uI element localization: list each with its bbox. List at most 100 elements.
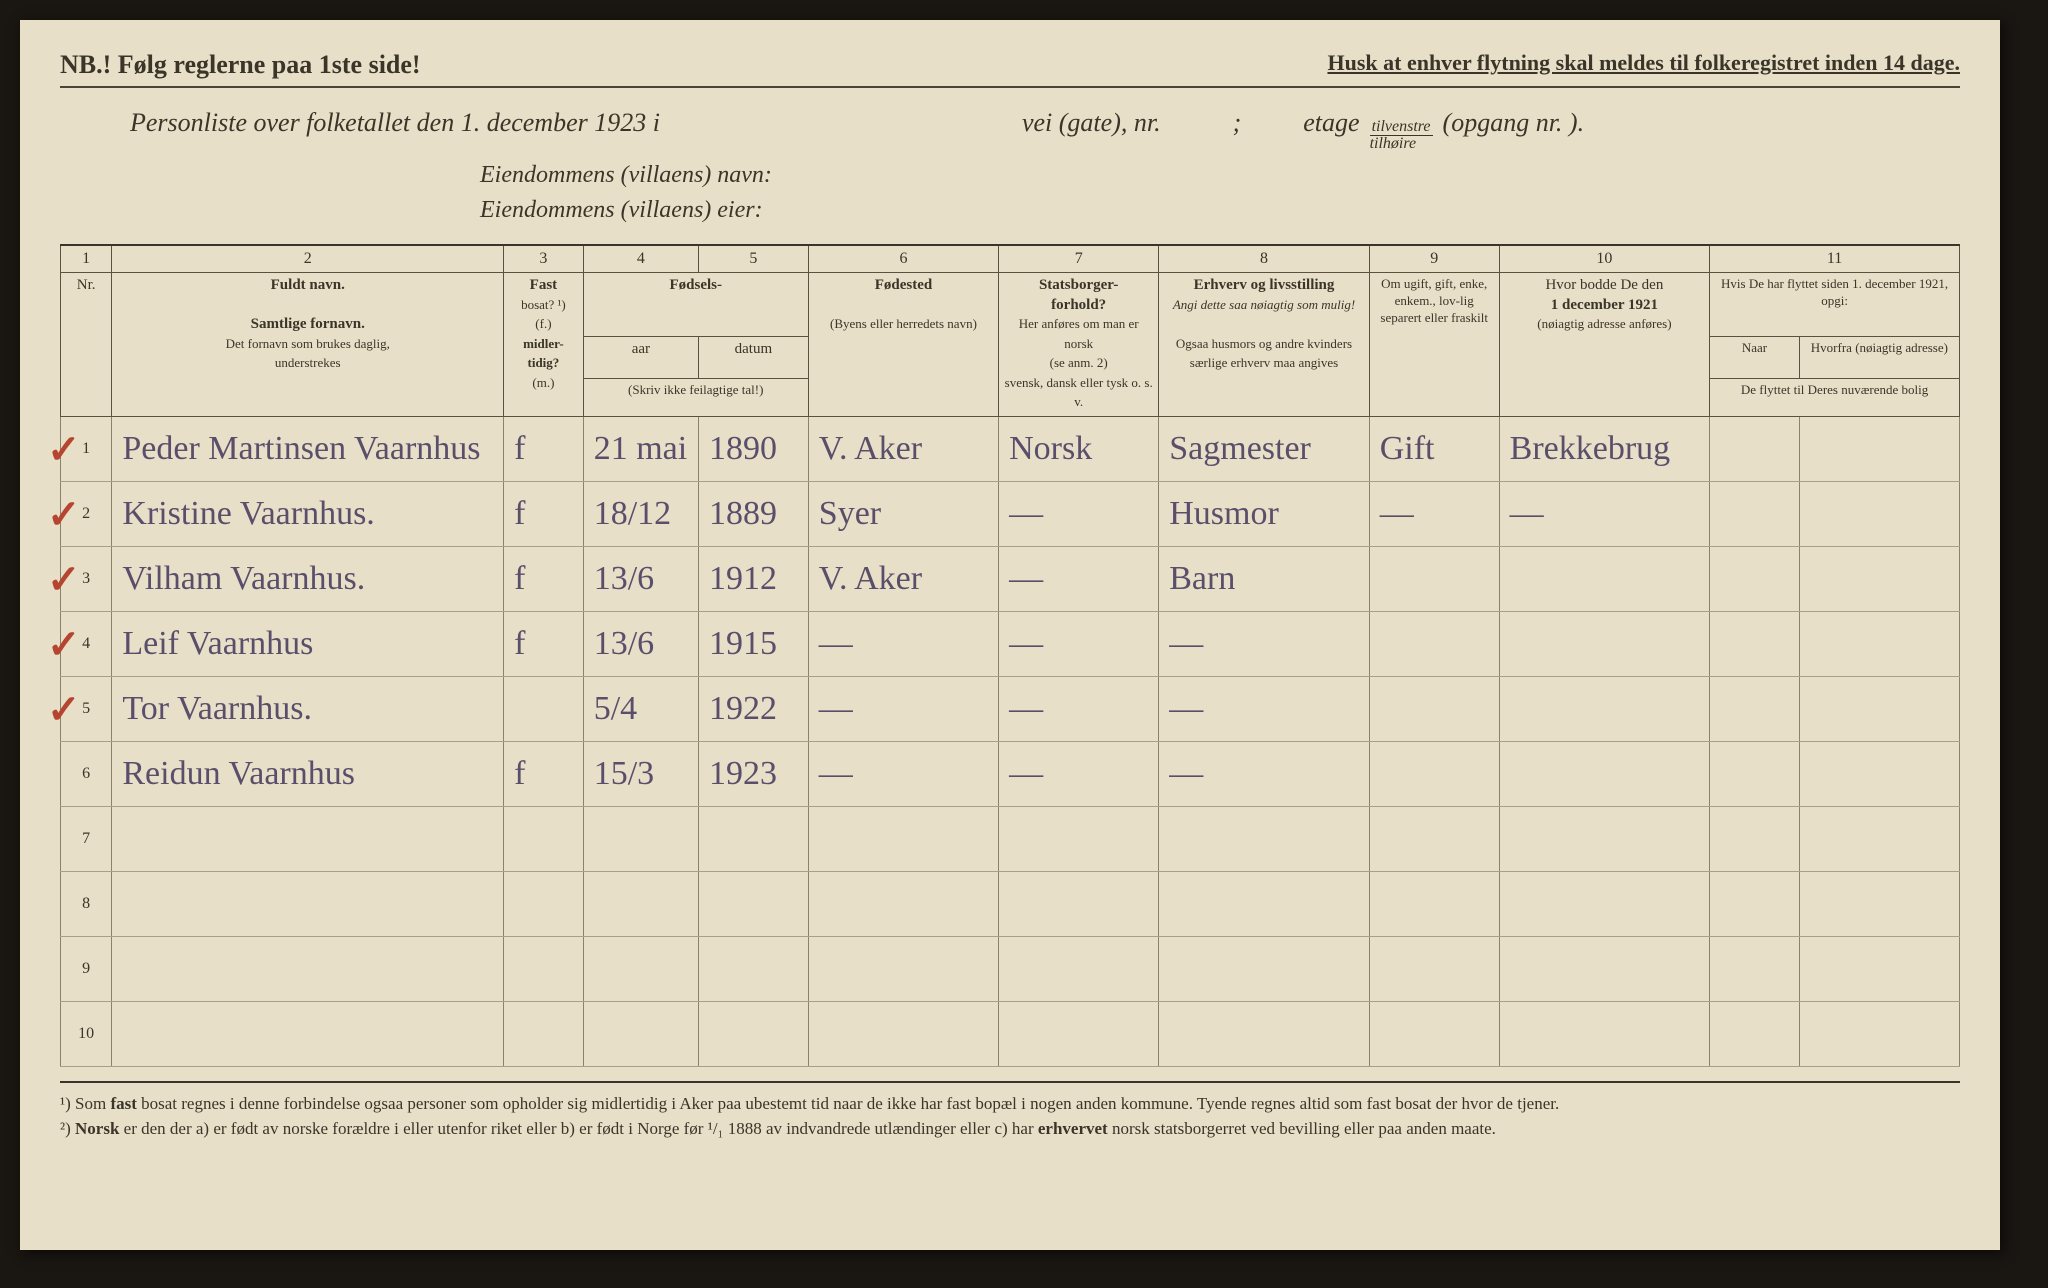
cell-stats: — xyxy=(999,676,1159,741)
cell-gift xyxy=(1369,1001,1499,1066)
footnotes: ¹) Som fast bosat regnes i denne forbind… xyxy=(60,1081,1960,1142)
property-owner-line: Eiendommens (villaens) eier: xyxy=(480,197,1960,224)
cell-nr: ✓3 xyxy=(61,546,112,611)
cell-hvorfra xyxy=(1799,481,1959,546)
checkmark-icon: ✓ xyxy=(47,557,81,603)
cell-name xyxy=(112,871,504,936)
checkmark-icon: ✓ xyxy=(47,687,81,733)
cell-hvorfra xyxy=(1799,871,1959,936)
cell-datum xyxy=(583,871,698,936)
cell-bodde: Brekkebrug xyxy=(1499,416,1709,481)
colnum-6: 6 xyxy=(808,245,998,273)
hdr-naar: Naar xyxy=(1710,337,1800,379)
top-header-line: NB.! Følg reglerne paa 1ste side! Husk a… xyxy=(60,50,1960,88)
cell-nr: ✓5 xyxy=(61,676,112,741)
hdr-erhverv1: Erhverv og livsstilling xyxy=(1194,277,1335,293)
title-line: Personliste over folketallet den 1. dece… xyxy=(130,108,1960,152)
property-name-line: Eiendommens (villaens) navn: xyxy=(480,162,1960,189)
title-text-c: ; xyxy=(1233,108,1242,138)
cell-fodested xyxy=(808,936,998,1001)
cell-stats xyxy=(999,1001,1159,1066)
footnote-2: ²) Norsk er den der a) er født av norske… xyxy=(60,1116,1960,1142)
hdr-stats-sub2: (se anm. 2) xyxy=(1050,355,1108,370)
hdr-aar-sub: (Skriv ikke feilagtige tal!) xyxy=(583,378,808,416)
hdr-name: Fuldt navn. Samtlige fornavn. Det fornav… xyxy=(112,273,504,417)
cell-stats: — xyxy=(999,741,1159,806)
hdr-name-title: Fuldt navn. xyxy=(271,277,345,293)
checkmark-icon: ✓ xyxy=(47,492,81,538)
hdr-fast6: (m.) xyxy=(532,375,554,390)
cell-hvorfra xyxy=(1799,546,1959,611)
cell-gift: — xyxy=(1369,481,1499,546)
hdr-aar: aar xyxy=(583,337,698,379)
cell-gift xyxy=(1369,546,1499,611)
husk-notice: Husk at enhver flytning skal meldes til … xyxy=(1327,50,1960,80)
cell-bodde xyxy=(1499,741,1709,806)
cell-datum: 13/6 xyxy=(583,611,698,676)
cell-nr: 6 xyxy=(61,741,112,806)
cell-fodested: Syer xyxy=(808,481,998,546)
cell-fast: f xyxy=(504,741,584,806)
cell-fast xyxy=(504,936,584,1001)
table-row: 7 xyxy=(61,806,1960,871)
cell-datum: 21 mai xyxy=(583,416,698,481)
cell-erhverv: Husmor xyxy=(1159,481,1369,546)
cell-gift xyxy=(1369,676,1499,741)
cell-naar xyxy=(1710,741,1800,806)
hdr-stats1: Statsborger- xyxy=(1039,277,1118,293)
colnum-10: 10 xyxy=(1499,245,1709,273)
table-row: ✓5Tor Vaarnhus.5/41922——— xyxy=(61,676,1960,741)
hdr-fast1: Fast xyxy=(530,277,558,293)
cell-bodde xyxy=(1499,1001,1709,1066)
cell-aar: 1922 xyxy=(699,676,809,741)
colnum-4: 4 xyxy=(583,245,698,273)
cell-fodested xyxy=(808,806,998,871)
hdr-erhverv-sub1: Angi dette saa nøiagtig som mulig! xyxy=(1173,297,1355,312)
cell-erhverv: Sagmester xyxy=(1159,416,1369,481)
table-row: ✓2Kristine Vaarnhus.f18/121889Syer—Husmo… xyxy=(61,481,1960,546)
cell-bodde xyxy=(1499,611,1709,676)
cell-gift xyxy=(1369,806,1499,871)
cell-nr: 8 xyxy=(61,871,112,936)
cell-erhverv xyxy=(1159,1001,1369,1066)
cell-nr: ✓2 xyxy=(61,481,112,546)
cell-erhverv: — xyxy=(1159,741,1369,806)
hdr-nr: Nr. xyxy=(61,273,112,417)
cell-naar xyxy=(1710,871,1800,936)
cell-fodested xyxy=(808,871,998,936)
cell-gift xyxy=(1369,936,1499,1001)
cell-erhverv: — xyxy=(1159,611,1369,676)
cell-aar xyxy=(699,806,809,871)
cell-fast xyxy=(504,871,584,936)
footnote-1: ¹) Som fast bosat regnes i denne forbind… xyxy=(60,1091,1960,1117)
hdr-fast4: midler- xyxy=(523,336,564,351)
hdr-bodde-sub: (nøiagtig adresse anføres) xyxy=(1537,316,1671,331)
cell-nr: 9 xyxy=(61,936,112,1001)
cell-datum: 15/3 xyxy=(583,741,698,806)
title-text-a: Personliste over folketallet den 1. dece… xyxy=(130,108,660,138)
hdr-fodested: Fødested (Byens eller herredets navn) xyxy=(808,273,998,417)
cell-name: Leif Vaarnhus xyxy=(112,611,504,676)
cell-name xyxy=(112,806,504,871)
cell-fodested xyxy=(808,1001,998,1066)
hdr-stats-sub1: Her anføres om man er norsk xyxy=(1019,316,1139,351)
cell-name xyxy=(112,1001,504,1066)
cell-name: Reidun Vaarnhus xyxy=(112,741,504,806)
cell-bodde xyxy=(1499,806,1709,871)
hdr-name-sub3: understrekes xyxy=(275,355,341,370)
cell-hvorfra xyxy=(1799,1001,1959,1066)
cell-fodested: — xyxy=(808,676,998,741)
cell-hvorfra xyxy=(1799,936,1959,1001)
table-row: ✓1Peder Martinsen Vaarnhusf21 mai1890V. … xyxy=(61,416,1960,481)
cell-bodde xyxy=(1499,871,1709,936)
table-row: ✓4Leif Vaarnhusf13/61915——— xyxy=(61,611,1960,676)
hdr-bodde: Hvor bodde De den 1 december 1921 (nøiag… xyxy=(1499,273,1709,417)
cell-fast: f xyxy=(504,611,584,676)
cell-datum: 18/12 xyxy=(583,481,698,546)
hdr-fast3: (f.) xyxy=(535,316,551,331)
cell-hvorfra xyxy=(1799,806,1959,871)
cell-nr: 10 xyxy=(61,1001,112,1066)
cell-naar xyxy=(1710,546,1800,611)
cell-fast: f xyxy=(504,481,584,546)
cell-bodde xyxy=(1499,936,1709,1001)
